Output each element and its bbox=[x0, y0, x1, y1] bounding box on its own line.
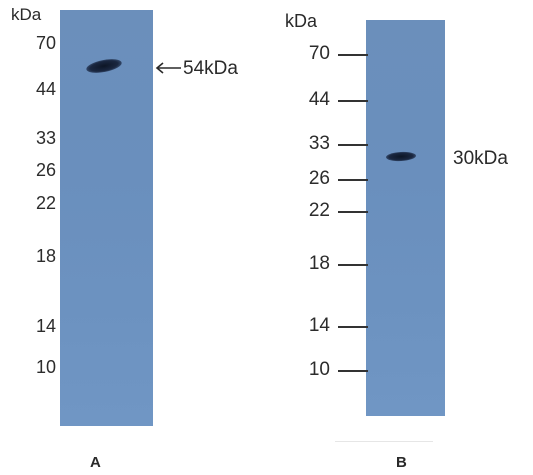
panel-letter-a: A bbox=[90, 454, 101, 471]
unit-label-a: kDa bbox=[11, 5, 42, 24]
marker-label-b-26: 26 bbox=[308, 168, 330, 189]
left-arrow-icon bbox=[155, 62, 181, 74]
membrane-lane-b bbox=[366, 20, 445, 416]
marker-tick-b-26 bbox=[338, 179, 368, 181]
marker-tick-b-18 bbox=[338, 264, 368, 266]
band-size-label-b: 30kDa bbox=[453, 148, 508, 169]
marker-label-b-70: 70 bbox=[308, 43, 330, 64]
marker-label-a-44: 44 bbox=[35, 79, 56, 99]
panel-letter-b: B bbox=[396, 454, 407, 471]
marker-label-a-18: 18 bbox=[35, 246, 56, 266]
marker-tick-b-10 bbox=[338, 370, 368, 372]
marker-label-a-70: 70 bbox=[35, 33, 56, 53]
marker-label-b-18: 18 bbox=[308, 253, 330, 274]
marker-label-b-44: 44 bbox=[308, 89, 330, 110]
marker-label-a-22: 22 bbox=[35, 193, 56, 213]
marker-label-a-14: 14 bbox=[35, 316, 56, 336]
band-size-label-a: 54kDa bbox=[183, 58, 238, 79]
membrane-lane-a bbox=[60, 10, 153, 426]
blot-panel-b: kDa 70 44 33 26 22 18 14 10 30kDa B bbox=[265, 0, 533, 475]
marker-label-a-26: 26 bbox=[35, 160, 56, 180]
marker-tick-b-14 bbox=[338, 326, 368, 328]
marker-label-b-22: 22 bbox=[308, 200, 330, 221]
unit-label-b: kDa bbox=[285, 11, 318, 31]
marker-tick-b-70 bbox=[338, 54, 368, 56]
panel-divider-b bbox=[335, 441, 433, 442]
marker-label-b-10: 10 bbox=[308, 359, 330, 380]
marker-label-b-14: 14 bbox=[308, 315, 330, 336]
marker-label-a-10: 10 bbox=[35, 357, 56, 377]
marker-label-b-33: 33 bbox=[308, 133, 330, 154]
marker-label-a-33: 33 bbox=[35, 128, 56, 148]
marker-tick-b-22 bbox=[338, 211, 368, 213]
blot-panel-a: kDa 70 44 33 26 22 18 14 10 54kDa A bbox=[0, 0, 265, 475]
marker-tick-b-44 bbox=[338, 100, 368, 102]
marker-tick-b-33 bbox=[338, 144, 368, 146]
